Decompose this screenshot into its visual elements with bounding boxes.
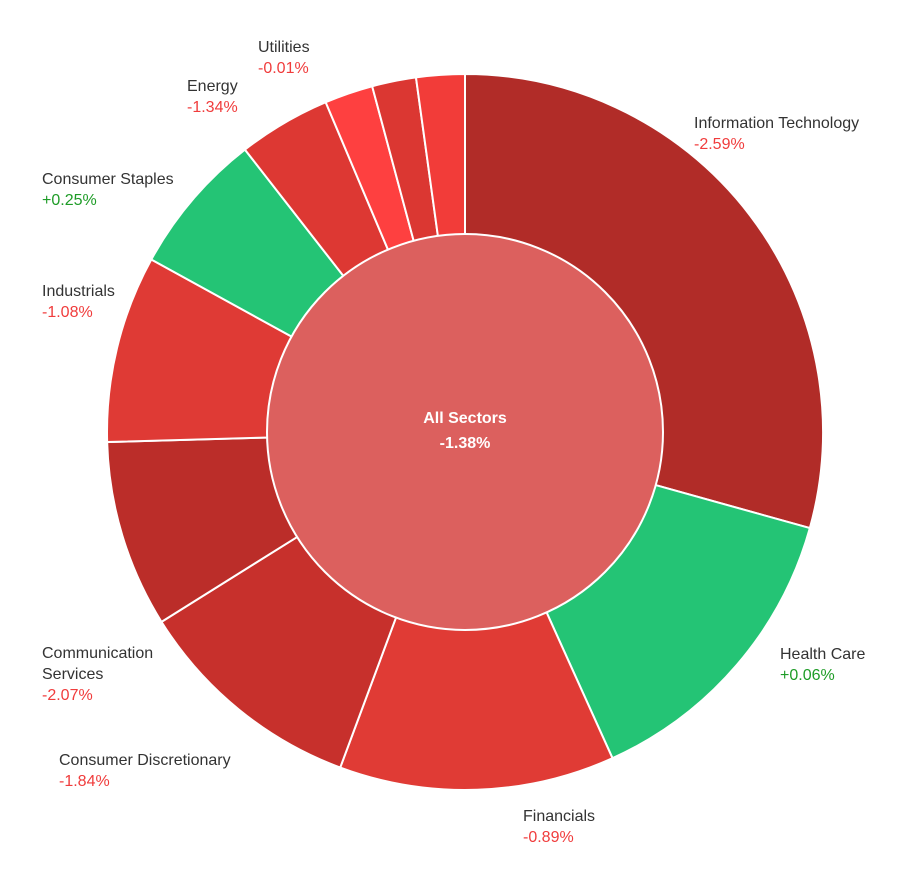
value-consumer-staples: +0.25%: [42, 192, 97, 209]
center-summary: All Sectors -1.38%: [266, 233, 664, 631]
label-information-technology: Information Technology: [694, 115, 859, 132]
center-circle: [266, 233, 664, 631]
center-value: -1.38%: [440, 435, 491, 452]
label-communication-services-line-1: Communication: [42, 645, 153, 662]
value-industrials: -1.08%: [42, 304, 93, 321]
value-information-technology: -2.59%: [694, 136, 745, 153]
value-health-care: +0.06%: [780, 667, 835, 684]
label-energy: Energy: [187, 78, 238, 95]
label-consumer-discretionary: Consumer Discretionary: [59, 752, 231, 769]
label-communication-services-line-2: Services: [42, 666, 103, 683]
value-communication-services: -2.07%: [42, 687, 93, 704]
value-utilities: -0.01%: [258, 60, 309, 77]
sector-labels: Information Technology -2.59% Health Care +…: [42, 39, 865, 846]
label-health-care: Health Care: [780, 646, 865, 663]
value-energy: -1.34%: [187, 99, 238, 116]
label-utilities: Utilities: [258, 39, 310, 56]
value-consumer-discretionary: -1.84%: [59, 773, 110, 790]
label-financials: Financials: [523, 808, 595, 825]
value-financials: -0.89%: [523, 829, 574, 846]
center-label: All Sectors: [423, 410, 507, 427]
label-consumer-staples: Consumer Staples: [42, 171, 174, 188]
label-industrials: Industrials: [42, 283, 115, 300]
sector-slices: [106, 72, 824, 791]
